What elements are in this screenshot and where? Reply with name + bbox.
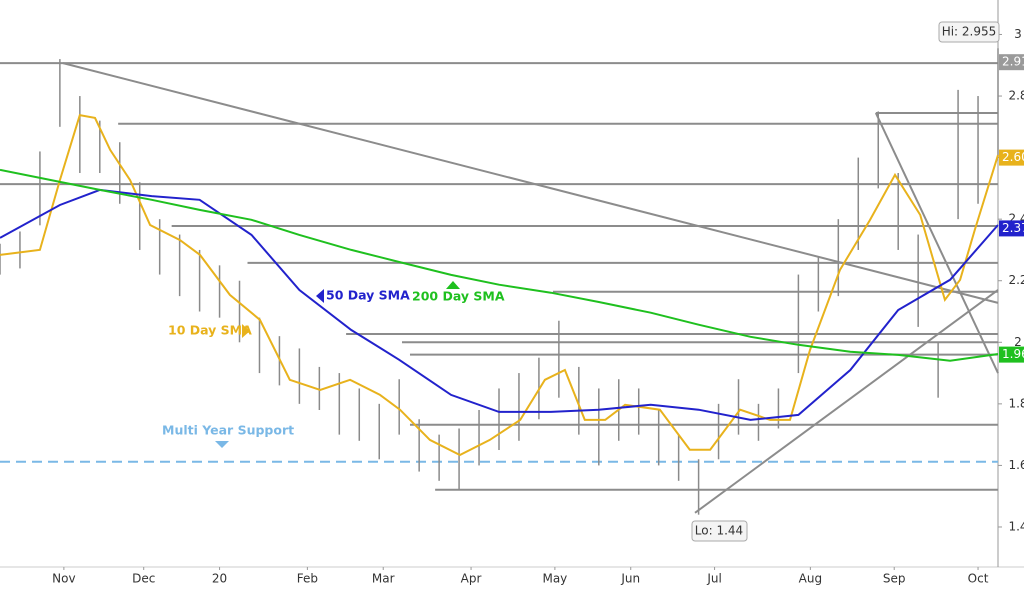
x-tick-label: Apr — [461, 572, 482, 586]
y-tick-label: 1.6 — [1008, 458, 1024, 472]
x-axis-band — [0, 567, 1024, 592]
x-tick-label: Mar — [372, 572, 395, 586]
price-badge — [999, 220, 1024, 237]
support-arrow — [215, 441, 229, 448]
y-tick-label: 3 — [1014, 27, 1022, 41]
x-tick-label: 20 — [212, 572, 227, 586]
lo-box — [691, 520, 748, 542]
x-tick-label: Sep — [883, 572, 906, 586]
price-badge — [999, 149, 1024, 166]
x-tick-label: Nov — [52, 572, 75, 586]
price-badge-label: 2.37 — [1002, 221, 1024, 235]
sma10-label: 10 Day SMA — [168, 323, 252, 338]
sma50-arrow — [316, 289, 324, 303]
sma-line — [0, 168, 999, 362]
trend-line — [62, 62, 999, 304]
price-badge-label: 2.91 — [1002, 55, 1024, 69]
sma-line — [0, 113, 999, 457]
x-tick-label: Dec — [132, 572, 155, 586]
x-tick-label: Jun — [620, 572, 640, 586]
sma10-arrow — [242, 324, 250, 338]
price-badge — [999, 346, 1024, 363]
y-tick-label: 2.2 — [1008, 273, 1024, 287]
sma200-arrow — [446, 281, 460, 289]
price-badge-label: 1.96 — [1002, 347, 1024, 361]
x-tick-label: Oct — [968, 572, 989, 586]
sma50-label: 50 Day SMA — [326, 288, 410, 303]
y-tick-label: 1.4 — [1008, 519, 1024, 533]
price-badge-label: 2.60 — [1002, 150, 1024, 164]
hi-box — [938, 21, 1000, 43]
trend-line — [874, 112, 999, 374]
trend-line — [694, 289, 999, 514]
y-tick-label: 2.8 — [1008, 89, 1024, 103]
sma-line — [0, 188, 999, 421]
lo-label: Lo: 1.44 — [695, 524, 743, 538]
x-tick-label: Jul — [706, 572, 721, 586]
hi-label: Hi: 2.955 — [942, 25, 997, 39]
price-badge — [999, 54, 1024, 71]
x-tick-label: Aug — [799, 572, 822, 586]
y-tick-label: 1.8 — [1008, 396, 1024, 410]
y-tick-label: 2 — [1014, 335, 1022, 349]
support-label: Multi Year Support — [162, 423, 294, 438]
x-tick-label: Feb — [297, 572, 318, 586]
sma200-label: 200 Day SMA — [412, 289, 505, 304]
x-tick-label: May — [542, 572, 567, 586]
